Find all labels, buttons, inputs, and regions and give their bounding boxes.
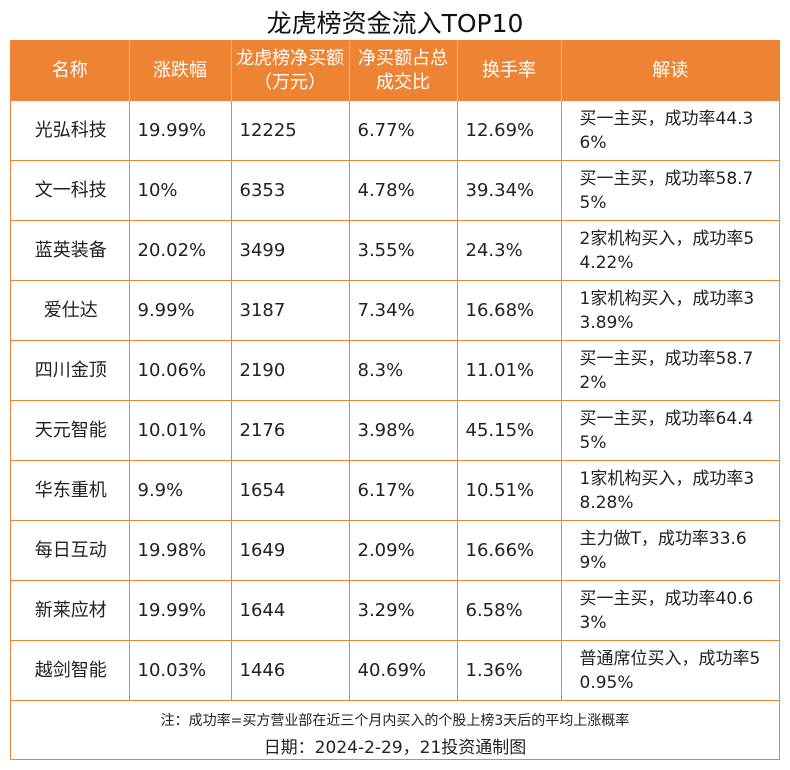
- turnover-rate: 24.3%: [457, 220, 562, 281]
- stock-name: 新莱应材: [11, 580, 130, 641]
- net-buy-amount: 3187: [231, 280, 350, 341]
- reading-text: 买一主买，成功率58.75%: [561, 160, 779, 221]
- net-buy-ratio: 3.29%: [349, 580, 458, 641]
- net-buy-ratio: 6.17%: [349, 460, 458, 521]
- table-row: 天元智能 10.01% 2176 3.98% 45.15% 买一主买，成功率64.45%: [11, 400, 779, 461]
- change-pct: 19.99%: [129, 580, 232, 641]
- net-buy-ratio: 3.98%: [349, 400, 458, 461]
- stock-name: 每日互动: [11, 520, 130, 581]
- turnover-rate: 39.34%: [457, 160, 562, 221]
- table-row: 华东重机 9.9% 1654 6.17% 10.51% 1家机构买入，成功率38.28%: [11, 460, 779, 521]
- change-pct: 19.98%: [129, 520, 232, 581]
- change-pct: 9.9%: [129, 460, 232, 521]
- reading-text: 买一主买，成功率44.36%: [561, 101, 779, 161]
- table-row: 新莱应材 19.99% 1644 3.29% 6.58% 买一主买，成功率40.63%: [11, 580, 779, 641]
- table-row: 蓝英装备 20.02% 3499 3.55% 24.3% 2家机构买入，成功率54.22%: [11, 220, 779, 281]
- stock-name: 爱仕达: [11, 280, 130, 341]
- table-row: 光弘科技 19.99% 12225 6.77% 12.69% 买一主买，成功率44.36%: [11, 101, 779, 161]
- change-pct: 20.02%: [129, 220, 232, 281]
- net-buy-ratio: 8.3%: [349, 340, 458, 401]
- net-buy-amount: 1644: [231, 580, 350, 641]
- stock-name: 天元智能: [11, 400, 130, 461]
- reading-text: 1家机构买入，成功率38.28%: [561, 460, 779, 521]
- net-buy-amount: 1649: [231, 520, 350, 581]
- stock-name: 越剑智能: [11, 640, 130, 701]
- turnover-rate: 11.01%: [457, 340, 562, 401]
- table-row: 四川金顶 10.06% 2190 8.3% 11.01% 买一主买，成功率58.72%: [11, 340, 779, 401]
- net-buy-ratio: 3.55%: [349, 220, 458, 281]
- header-net-buy: 龙虎榜净买额（万元）: [231, 41, 350, 101]
- reading-text: 1家机构买入，成功率33.89%: [561, 280, 779, 341]
- stock-name: 四川金顶: [11, 340, 130, 401]
- table-row: 每日互动 19.98% 1649 2.09% 16.66% 主力做T，成功率33.69%: [11, 520, 779, 581]
- turnover-rate: 1.36%: [457, 640, 562, 701]
- net-buy-ratio: 40.69%: [349, 640, 458, 701]
- net-buy-ratio: 4.78%: [349, 160, 458, 221]
- turnover-rate: 6.58%: [457, 580, 562, 641]
- reading-text: 买一主买，成功率64.45%: [561, 400, 779, 461]
- net-buy-ratio: 7.34%: [349, 280, 458, 341]
- turnover-rate: 10.51%: [457, 460, 562, 521]
- inflow-table: 名称 涨跌幅 龙虎榜净买额（万元） 净买额占总成交比 换手率 解读 光弘科技 19…: [11, 41, 779, 701]
- data-table-frame: 名称 涨跌幅 龙虎榜净买额（万元） 净买额占总成交比 换手率 解读 光弘科技 19…: [10, 40, 780, 760]
- turnover-rate: 16.66%: [457, 520, 562, 581]
- stock-name: 蓝英装备: [11, 220, 130, 281]
- reading-text: 买一主买，成功率40.63%: [561, 580, 779, 641]
- change-pct: 10.06%: [129, 340, 232, 401]
- table-footer: 注：成功率=买方营业部在近三个月内买入的个股上榜3天后的平均上涨概率 日期：20…: [11, 704, 779, 758]
- turnover-rate: 12.69%: [457, 101, 562, 161]
- net-buy-amount: 2176: [231, 400, 350, 461]
- stock-name: 文一科技: [11, 160, 130, 221]
- header-turnover: 换手率: [457, 41, 562, 101]
- change-pct: 9.99%: [129, 280, 232, 341]
- change-pct: 19.99%: [129, 101, 232, 161]
- change-pct: 10.01%: [129, 400, 232, 461]
- change-pct: 10%: [129, 160, 232, 221]
- table-row: 爱仕达 9.99% 3187 7.34% 16.68% 1家机构买入，成功率33.89%: [11, 280, 779, 341]
- net-buy-amount: 2190: [231, 340, 350, 401]
- header-ratio: 净买额占总成交比: [349, 41, 458, 101]
- reading-text: 2家机构买入，成功率54.22%: [561, 220, 779, 281]
- net-buy-amount: 12225: [231, 101, 350, 161]
- net-buy-amount: 1446: [231, 640, 350, 701]
- net-buy-ratio: 2.09%: [349, 520, 458, 581]
- reading-text: 普通席位买入，成功率50.95%: [561, 640, 779, 701]
- net-buy-amount: 1654: [231, 460, 350, 521]
- stock-name: 华东重机: [11, 460, 130, 521]
- table-header-row: 名称 涨跌幅 龙虎榜净买额（万元） 净买额占总成交比 换手率 解读: [11, 41, 779, 101]
- table-row: 越剑智能 10.03% 1446 40.69% 1.36% 普通席位买入，成功率50.95…: [11, 640, 779, 701]
- date-credit: 日期：2024-2-29，21投资通制图: [263, 738, 527, 758]
- net-buy-ratio: 6.77%: [349, 101, 458, 161]
- table-row: 文一科技 10% 6353 4.78% 39.34% 买一主买，成功率58.75%: [11, 160, 779, 221]
- stock-name: 光弘科技: [11, 101, 130, 161]
- net-buy-amount: 6353: [231, 160, 350, 221]
- reading-text: 买一主买，成功率58.72%: [561, 340, 779, 401]
- header-name: 名称: [11, 41, 130, 101]
- net-buy-amount: 3499: [231, 220, 350, 281]
- footnote: 注：成功率=买方营业部在近三个月内买入的个股上榜3天后的平均上涨概率: [160, 713, 630, 729]
- header-reading: 解读: [561, 41, 779, 101]
- reading-text: 主力做T，成功率33.69%: [561, 520, 779, 581]
- change-pct: 10.03%: [129, 640, 232, 701]
- page-title: 龙虎榜资金流入TOP10: [266, 9, 524, 38]
- turnover-rate: 45.15%: [457, 400, 562, 461]
- header-change: 涨跌幅: [129, 41, 232, 101]
- turnover-rate: 16.68%: [457, 280, 562, 341]
